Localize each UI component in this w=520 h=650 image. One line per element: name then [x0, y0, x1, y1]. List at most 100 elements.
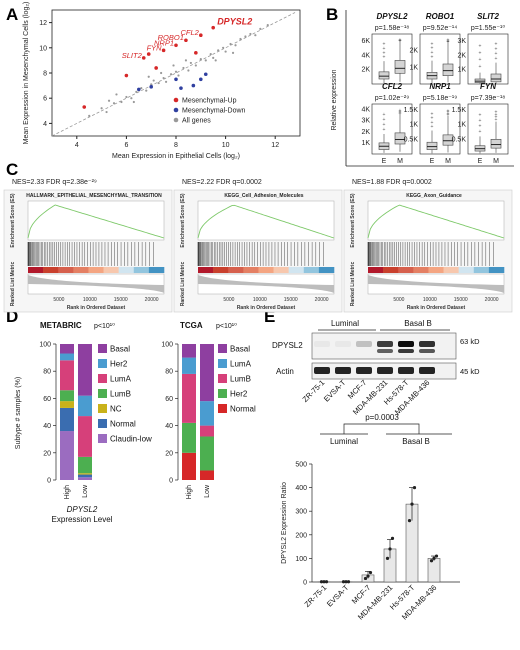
- legend-label: Her2: [230, 390, 248, 399]
- point-down: [199, 77, 203, 82]
- y-tick-label: 1K: [409, 122, 418, 129]
- band-actin: [356, 367, 372, 374]
- x-axis-label: Rank in Ordered Dataset: [67, 305, 126, 311]
- rank-bar-segment: [368, 267, 384, 273]
- legend-label: LumB: [110, 390, 131, 399]
- outlier: +: [399, 38, 402, 44]
- band-dpysl2-lower: [398, 349, 414, 353]
- point-down: [149, 85, 153, 89]
- bar-segment: [182, 373, 196, 423]
- point-gray: [187, 69, 190, 72]
- y-tick-label: 6K: [361, 38, 370, 45]
- bar-segment: [200, 344, 214, 402]
- bar-segment: [78, 344, 92, 396]
- outlier: +: [399, 110, 402, 116]
- outlier: +: [431, 50, 434, 56]
- x-tick-label: 15000: [284, 297, 298, 303]
- category-label: M: [493, 158, 499, 165]
- point-gray: [194, 64, 197, 67]
- point-up: [154, 66, 158, 70]
- chart-title: METABRIC: [40, 321, 82, 330]
- x-tick-label: 10000: [423, 297, 437, 303]
- bar-segment: [60, 344, 74, 354]
- x-tick-label: 8: [174, 142, 178, 149]
- bar-segment: [78, 395, 92, 417]
- outlier: +: [431, 120, 434, 126]
- gene-annotation: FYN: [147, 43, 163, 52]
- rank-bar-segment: [488, 267, 505, 273]
- point-gray: [152, 79, 155, 82]
- rank-bar-segment: [383, 267, 399, 273]
- legend-marker: [173, 107, 179, 113]
- gsea-stat: NES=1.88 FDR q=0.0002: [352, 179, 432, 186]
- x-axis-label: Mean Expression in Epithelial Cells (log…: [112, 153, 240, 160]
- gene-title: NRP1: [429, 82, 451, 91]
- point-gray: [259, 27, 262, 30]
- outlier: +: [431, 111, 434, 117]
- p-value: p=9.52e⁻¹⁴: [423, 25, 458, 32]
- es-frame: [27, 200, 165, 241]
- y-tick-label: 40: [165, 423, 173, 430]
- category-label: ZR-75-1: [303, 583, 329, 609]
- data-point: [412, 486, 417, 490]
- rank-bar-segment: [148, 267, 165, 273]
- point-gray: [231, 51, 235, 54]
- x-axis-label: Expression Level: [52, 515, 113, 524]
- y-tick-label: 0: [169, 478, 173, 485]
- bar-segment: [200, 436, 214, 471]
- legend-swatch: [98, 359, 107, 368]
- point-up: [82, 105, 87, 109]
- gsea-stat: NES=2.33 FDR q=2.38e⁻²⁹: [12, 179, 97, 186]
- point-gray: [184, 59, 188, 62]
- y-tick-label: 40: [43, 423, 51, 430]
- band-dpysl2: [314, 341, 330, 347]
- outlier: +: [399, 38, 402, 44]
- box: [394, 132, 406, 145]
- legend-swatch: [218, 359, 227, 368]
- y-tick-label: 1K: [409, 64, 418, 71]
- box-frame: [371, 103, 413, 155]
- y-tick-label: 100: [161, 342, 173, 349]
- box-frame: [467, 33, 509, 85]
- es-axis-label: Enrichment Score (ES): [350, 193, 356, 248]
- point-gray: [107, 99, 111, 102]
- outlier: +: [495, 117, 498, 123]
- gene-title: ROBO1: [426, 12, 455, 21]
- category-label: EVSA-T: [325, 583, 351, 609]
- point-down: [174, 77, 178, 82]
- y-tick-label: 0: [303, 580, 307, 587]
- x-tick-label: 5000: [393, 297, 404, 303]
- outlier: +: [495, 51, 498, 57]
- gsea-plot: NES=2.33 FDR q=2.38e⁻²⁹ HALLMARK_EPITHELI…: [3, 179, 173, 313]
- es-curve: [197, 204, 335, 239]
- es-axis-label: Enrichment Score (ES): [10, 193, 16, 248]
- band-dpysl2: [377, 341, 393, 347]
- legend-label: Claudin-low: [110, 435, 152, 444]
- p-value: p=1.02e⁻²⁹: [375, 95, 410, 102]
- metric-area: [368, 275, 504, 293]
- outlier: +: [447, 38, 450, 44]
- point-gray: [174, 70, 178, 73]
- data-point: [324, 580, 329, 584]
- bar-segment: [182, 344, 196, 358]
- point-gray: [147, 75, 150, 78]
- point-gray: [132, 100, 135, 104]
- box: [426, 141, 438, 150]
- es-frame: [197, 200, 335, 241]
- point-gray: [140, 87, 143, 90]
- x-tick-label: 5000: [53, 297, 64, 303]
- point-gray: [254, 34, 257, 37]
- legend-label: NC: [110, 405, 122, 414]
- outlier: +: [399, 108, 402, 114]
- outlier: +: [495, 42, 498, 48]
- y-tick-label: 100: [295, 556, 307, 563]
- x-tick-label: 5000: [223, 297, 234, 303]
- y-tick-label: 2K: [361, 129, 370, 136]
- band-actin: [335, 367, 351, 374]
- rank-bar-segment: [118, 267, 135, 273]
- bar-segment: [60, 390, 74, 402]
- x-tick-label: 15000: [454, 297, 468, 303]
- outlier: +: [495, 115, 498, 121]
- rank-bar-segment: [273, 267, 289, 273]
